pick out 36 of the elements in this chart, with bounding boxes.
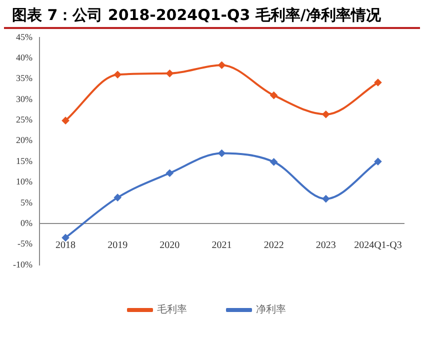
y-tick-label: 20% [16, 135, 33, 146]
legend-label: 净利率 [256, 304, 286, 316]
y-tick-label: 5% [20, 197, 33, 208]
point [218, 62, 226, 69]
point [114, 71, 122, 78]
y-tick-label: 45% [16, 32, 33, 42]
point [270, 158, 278, 166]
point [62, 117, 70, 124]
x-tick-label: 2023 [316, 240, 336, 252]
legend-label: 毛利率 [157, 304, 187, 316]
point [270, 92, 278, 99]
chart-title: 图表 7：公司 2018-2024Q1-Q3 毛利率/净利率情况 [4, 0, 420, 29]
y-tick-label: 0% [20, 218, 33, 228]
point [114, 194, 122, 202]
x-tick-label: 2018 [56, 240, 76, 252]
point [218, 150, 226, 157]
point [166, 170, 174, 177]
point [62, 234, 70, 242]
x-tick-label: 2024Q1-Q3 [354, 240, 402, 252]
point [374, 79, 382, 86]
point [166, 70, 174, 77]
x-tick-label: 2019 [108, 240, 128, 252]
y-tick-label: -10% [12, 259, 33, 270]
y-tick-label: 10% [16, 176, 33, 187]
x-tick-label: 2022 [264, 240, 284, 252]
y-tick-label: 35% [16, 73, 33, 84]
point [322, 110, 330, 118]
y-tick-label: 30% [16, 94, 33, 104]
point [322, 195, 330, 202]
x-tick-label: 2020 [160, 240, 180, 252]
y-tick-label: 25% [16, 114, 33, 125]
y-tick-label: -5% [17, 238, 33, 249]
x-tick-label: 2021 [212, 240, 232, 252]
y-tick-label: 15% [16, 156, 33, 166]
y-tick-label: 40% [16, 52, 33, 62]
point [374, 158, 382, 166]
